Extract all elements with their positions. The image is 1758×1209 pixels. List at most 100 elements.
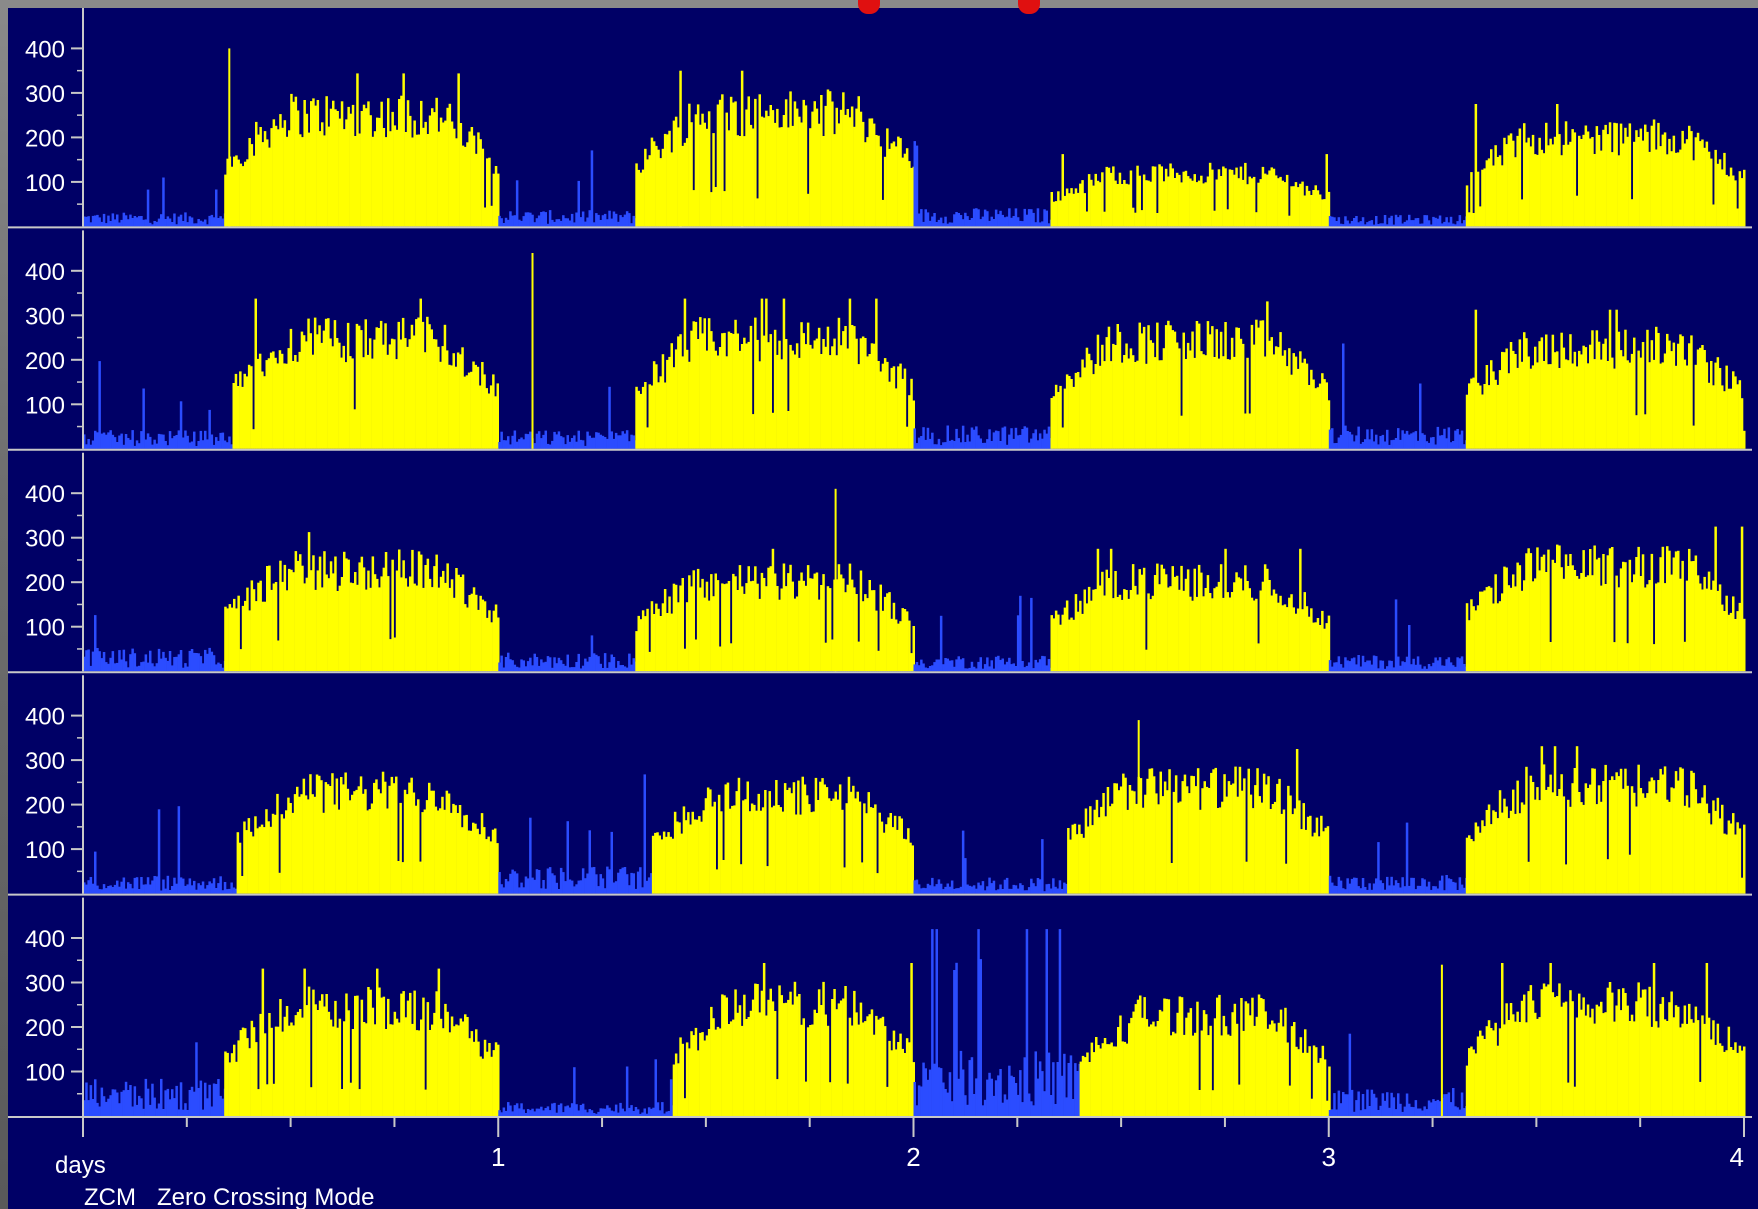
activity-bar: [1582, 997, 1585, 1116]
activity-bar: [703, 318, 706, 449]
activity-bar: [727, 130, 731, 227]
activity-bar: [283, 564, 287, 672]
activity-bar: [296, 786, 299, 894]
activity-bar: [524, 666, 528, 672]
activity-bar: [468, 1038, 471, 1116]
activity-bar: [1259, 179, 1262, 227]
activity-bar: [756, 583, 759, 672]
activity-bar: [398, 1022, 401, 1116]
activity-bar: [1246, 357, 1249, 449]
activity-bar: [1235, 572, 1238, 672]
activity-bar: [1032, 883, 1035, 894]
activity-bar: [415, 585, 419, 672]
activity-bar: [1479, 1030, 1482, 1116]
activity-bar: [400, 95, 403, 227]
activity-bar: [1370, 889, 1374, 894]
activity-bar: [668, 356, 671, 449]
activity-bar: [96, 885, 99, 894]
activity-bar: [1611, 152, 1614, 227]
activity-bar: [318, 775, 321, 894]
activity-bar: [837, 1003, 841, 1116]
activity-bar: [650, 1108, 653, 1116]
activity-bar: [718, 347, 722, 449]
activity-bar: [850, 1025, 854, 1116]
activity-bar: [1212, 769, 1215, 894]
activity-bar: [621, 217, 624, 227]
activity-bar: [1591, 137, 1594, 227]
activity-bar: [1483, 826, 1486, 894]
activity-bar: [1593, 1023, 1596, 1116]
activity-bar: [1021, 221, 1024, 227]
y-tick-label: 400: [25, 704, 65, 731]
activity-bar: [368, 809, 372, 894]
activity-bar: [175, 1085, 178, 1116]
activity-bar: [1030, 438, 1033, 449]
activity-bar: [292, 572, 295, 672]
activity-bar: [1321, 1045, 1325, 1116]
activity-bar: [1065, 883, 1068, 894]
activity-bar: [690, 330, 693, 449]
activity-bar: [1292, 353, 1295, 449]
activity-bar: [1701, 345, 1704, 449]
activity-bar: [1619, 768, 1623, 894]
activity-bar: [909, 842, 912, 894]
activity-bar: [1460, 223, 1464, 227]
activity-bar: [1564, 1001, 1568, 1116]
activity-bar: [1427, 664, 1431, 672]
activity-bar: [614, 667, 618, 672]
activity-bar: [1025, 665, 1029, 672]
activity-bar: [1036, 878, 1040, 894]
activity-bar: [1421, 433, 1424, 449]
activity-bar: [1383, 441, 1387, 449]
activity-bar: [970, 661, 974, 672]
activity-bar: [498, 442, 501, 449]
activity-bar: [933, 886, 936, 894]
activity-bar: [1505, 1003, 1508, 1116]
activity-bar: [1558, 789, 1561, 894]
activity-bar: [1095, 1037, 1098, 1116]
activity-bar: [1217, 581, 1221, 672]
activity-bar: [1639, 576, 1643, 672]
activity-bar: [1529, 985, 1533, 1116]
activity-bar: [1582, 345, 1585, 449]
activity-bar: [1412, 220, 1415, 227]
x-axis-label: days: [55, 1152, 106, 1179]
activity-bar: [861, 336, 865, 449]
activity-bar: [540, 888, 543, 894]
activity-bar: [667, 1111, 671, 1116]
activity-bar: [301, 1017, 304, 1116]
activity-bar: [879, 584, 882, 672]
activity-bar: [992, 432, 996, 449]
activity-bar: [1683, 641, 1687, 672]
activity-bar: [1509, 133, 1513, 227]
activity-bar: [1408, 885, 1411, 894]
activity-bar: [116, 214, 119, 227]
activity-bar: [599, 663, 602, 672]
activity-bar: [1010, 664, 1013, 672]
activity-bar: [555, 219, 558, 227]
activity-bar: [1447, 657, 1451, 672]
activity-bar: [836, 799, 840, 894]
activity-bar: [1670, 351, 1673, 449]
activity-bar: [1392, 667, 1396, 672]
activity-bar: [1342, 888, 1345, 894]
activity-bar: [959, 442, 963, 449]
activity-bar: [1243, 778, 1246, 894]
activity-bar: [1238, 766, 1242, 894]
activity-bar: [1589, 1017, 1592, 1116]
activity-bar: [812, 811, 815, 894]
activity-bar: [168, 890, 172, 894]
activity-bar: [955, 659, 958, 672]
activity-bar: [1278, 778, 1281, 894]
activity-bar: [1217, 169, 1221, 227]
activity-bar: [1353, 1111, 1356, 1116]
activity-bar: [1479, 206, 1482, 227]
activity-bar: [1578, 578, 1581, 672]
activity-bar: [838, 784, 842, 894]
activity-bar: [834, 791, 837, 894]
activity-bar: [1564, 554, 1568, 672]
activity-bar: [279, 999, 282, 1116]
activity-bar: [1672, 342, 1676, 449]
activity-bar: [1401, 1111, 1404, 1116]
activity-bar: [957, 438, 960, 449]
